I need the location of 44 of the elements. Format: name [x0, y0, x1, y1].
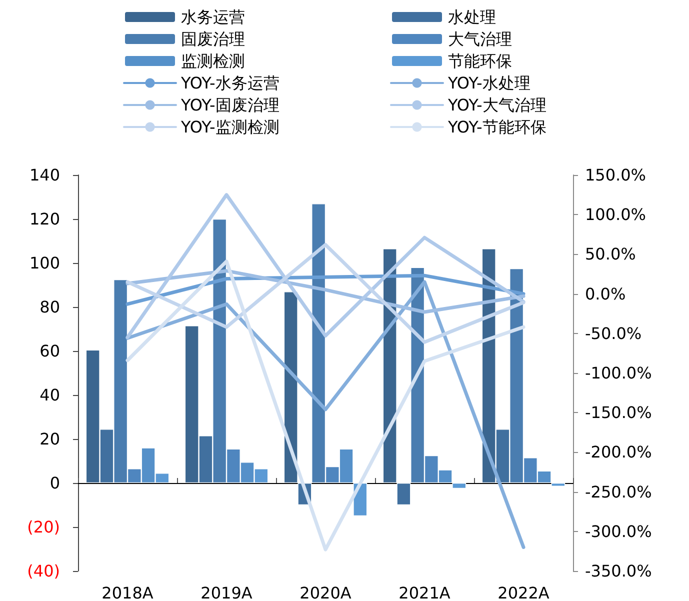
y2-tick-label: -200.0%	[585, 442, 652, 462]
bar	[551, 483, 566, 486]
y2-tick-label: -150.0%	[585, 403, 652, 422]
legend-label: 固废治理	[181, 30, 245, 48]
bar	[284, 292, 298, 483]
legend-label: YOY-节能环保	[447, 118, 546, 136]
y2-tick-label: -100.0%	[585, 364, 652, 382]
legend-label: 监测检测	[181, 52, 245, 70]
y-tick-label: 120	[29, 210, 60, 228]
legend-label: YOY-水务运营	[180, 74, 280, 92]
y2-tick-label: 50.0%	[585, 244, 636, 264]
bar	[396, 483, 411, 505]
y-tick-label: 40	[40, 386, 60, 404]
legend-label: 节能环保	[448, 52, 512, 70]
y2-tick-label: -300.0%	[585, 522, 652, 541]
x-tick-label: 2022A	[498, 584, 550, 601]
legend-label: 水务运营	[181, 8, 245, 26]
y2-tick-label: -350.0%	[585, 562, 652, 580]
legend-label: 水处理	[448, 8, 496, 26]
legend-label: YOY-监测检测	[180, 118, 280, 136]
x-tick-label: 2020A	[300, 584, 352, 601]
legend-label: YOY-水处理	[447, 74, 530, 92]
y-tick-label: (40)	[27, 562, 60, 580]
x-tick-label: 2021A	[398, 584, 450, 601]
y-tick-label: 20	[40, 430, 60, 448]
line-series	[126, 242, 526, 344]
bar	[452, 483, 466, 488]
legend-label: 大气治理	[448, 30, 512, 48]
y-tick-label: 60	[40, 342, 60, 360]
legend-label: YOY-固废治理	[180, 96, 280, 114]
y-tick-label: 80	[40, 298, 60, 316]
y2-tick-label: -250.0%	[585, 482, 652, 502]
y-tick-label: 140	[29, 166, 60, 184]
y2-tick-label: 100.0%	[585, 205, 646, 224]
legend-label: YOY-大气治理	[447, 96, 546, 114]
x-tick-label: 2019A	[200, 584, 252, 601]
x-tick-label: 2018A	[102, 584, 154, 601]
y-tick-label: 100	[29, 254, 60, 272]
y2-tick-label: 0.0%	[585, 284, 626, 304]
y2-tick-label: 150.0%	[585, 166, 646, 184]
y-tick-label: (20)	[27, 518, 60, 536]
line-series	[126, 193, 526, 340]
y-tick-label: 0	[50, 474, 60, 492]
y2-tick-label: -50.0%	[585, 324, 642, 343]
